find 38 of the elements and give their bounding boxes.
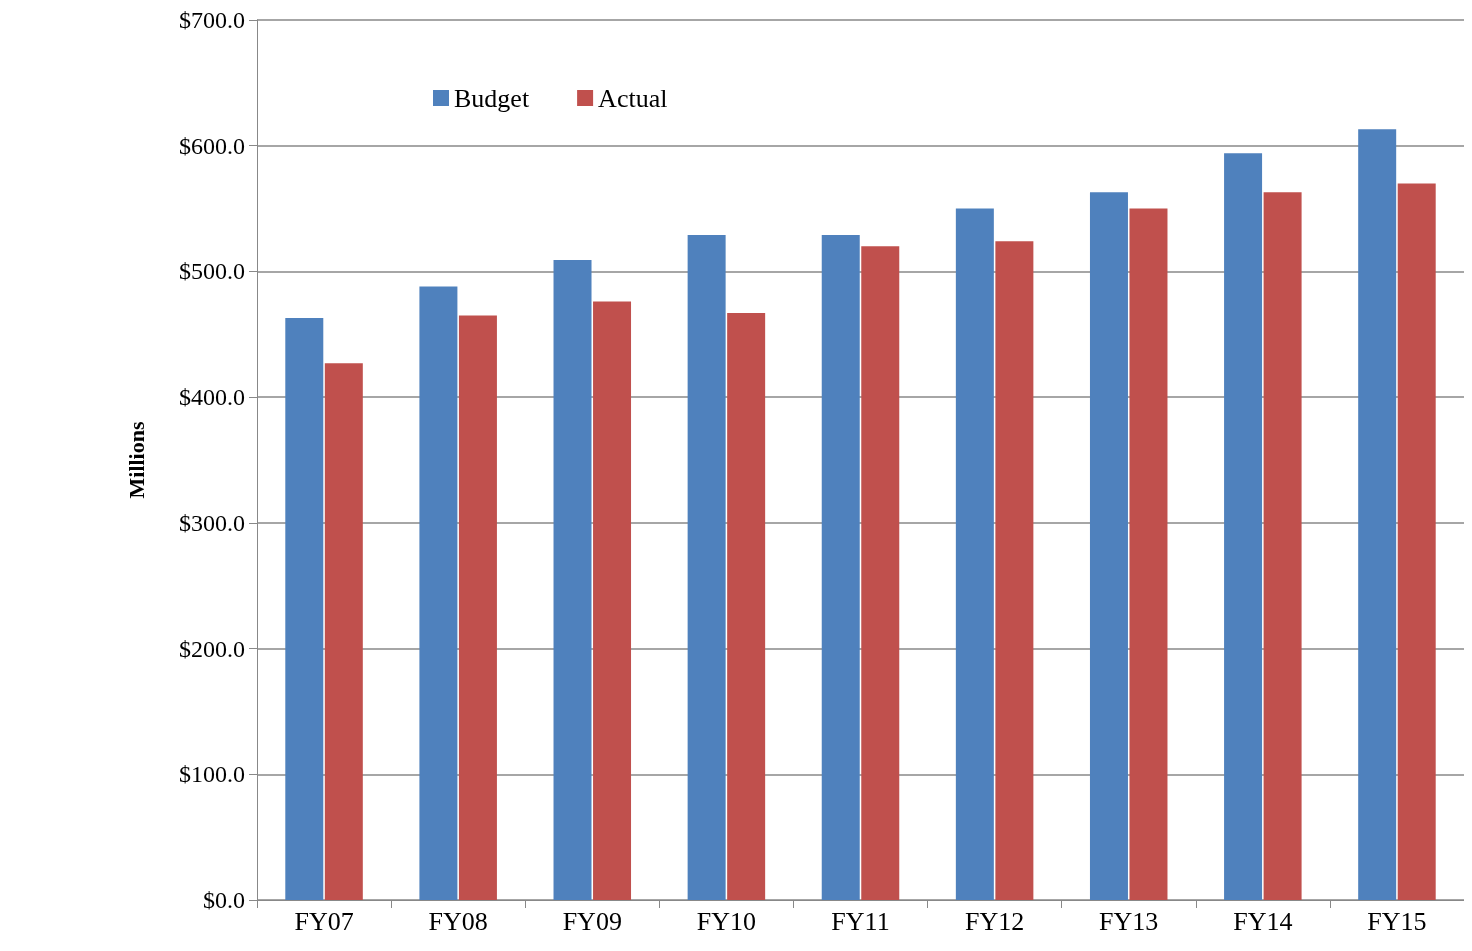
legend-label: Actual [598,83,668,113]
x-tick-label: FY11 [831,906,890,936]
bar [995,241,1034,900]
bar [1129,208,1168,900]
y-tick-label: $300.0 [179,509,245,536]
bar [1397,183,1436,900]
x-tick-label: FY07 [294,906,354,936]
y-axis-title: Millions [123,421,149,499]
bar [955,208,994,900]
bar [419,286,458,900]
x-tick-label: FY13 [1099,906,1159,936]
bar [727,312,766,900]
x-tick-label: FY15 [1367,906,1427,936]
bar [458,315,497,900]
bar [553,260,592,900]
y-tick-label: $600.0 [179,132,245,159]
bar [861,246,900,900]
y-tick-label: $400.0 [179,384,245,411]
bar [285,317,324,900]
x-tick-label: FY10 [696,906,757,936]
bar [1224,153,1263,900]
legend-label: Budget [454,83,530,113]
bar [1358,129,1397,900]
bar [821,234,860,900]
bar [1263,192,1302,900]
bar [593,301,632,900]
y-tick-label: $700.0 [179,7,245,33]
y-tick-label: $100.0 [179,761,245,788]
x-tick-label: FY09 [562,906,622,936]
x-tick-label: FY14 [1233,906,1293,936]
y-tick-label: $500.0 [179,258,245,285]
bar [687,234,726,900]
y-tick-label: $0.0 [203,887,245,913]
x-tick-label: FY12 [964,906,1025,936]
y-tick-label: $200.0 [179,635,245,662]
x-tick-label: FY08 [428,906,488,936]
bar [1089,192,1128,900]
bar [324,363,363,900]
